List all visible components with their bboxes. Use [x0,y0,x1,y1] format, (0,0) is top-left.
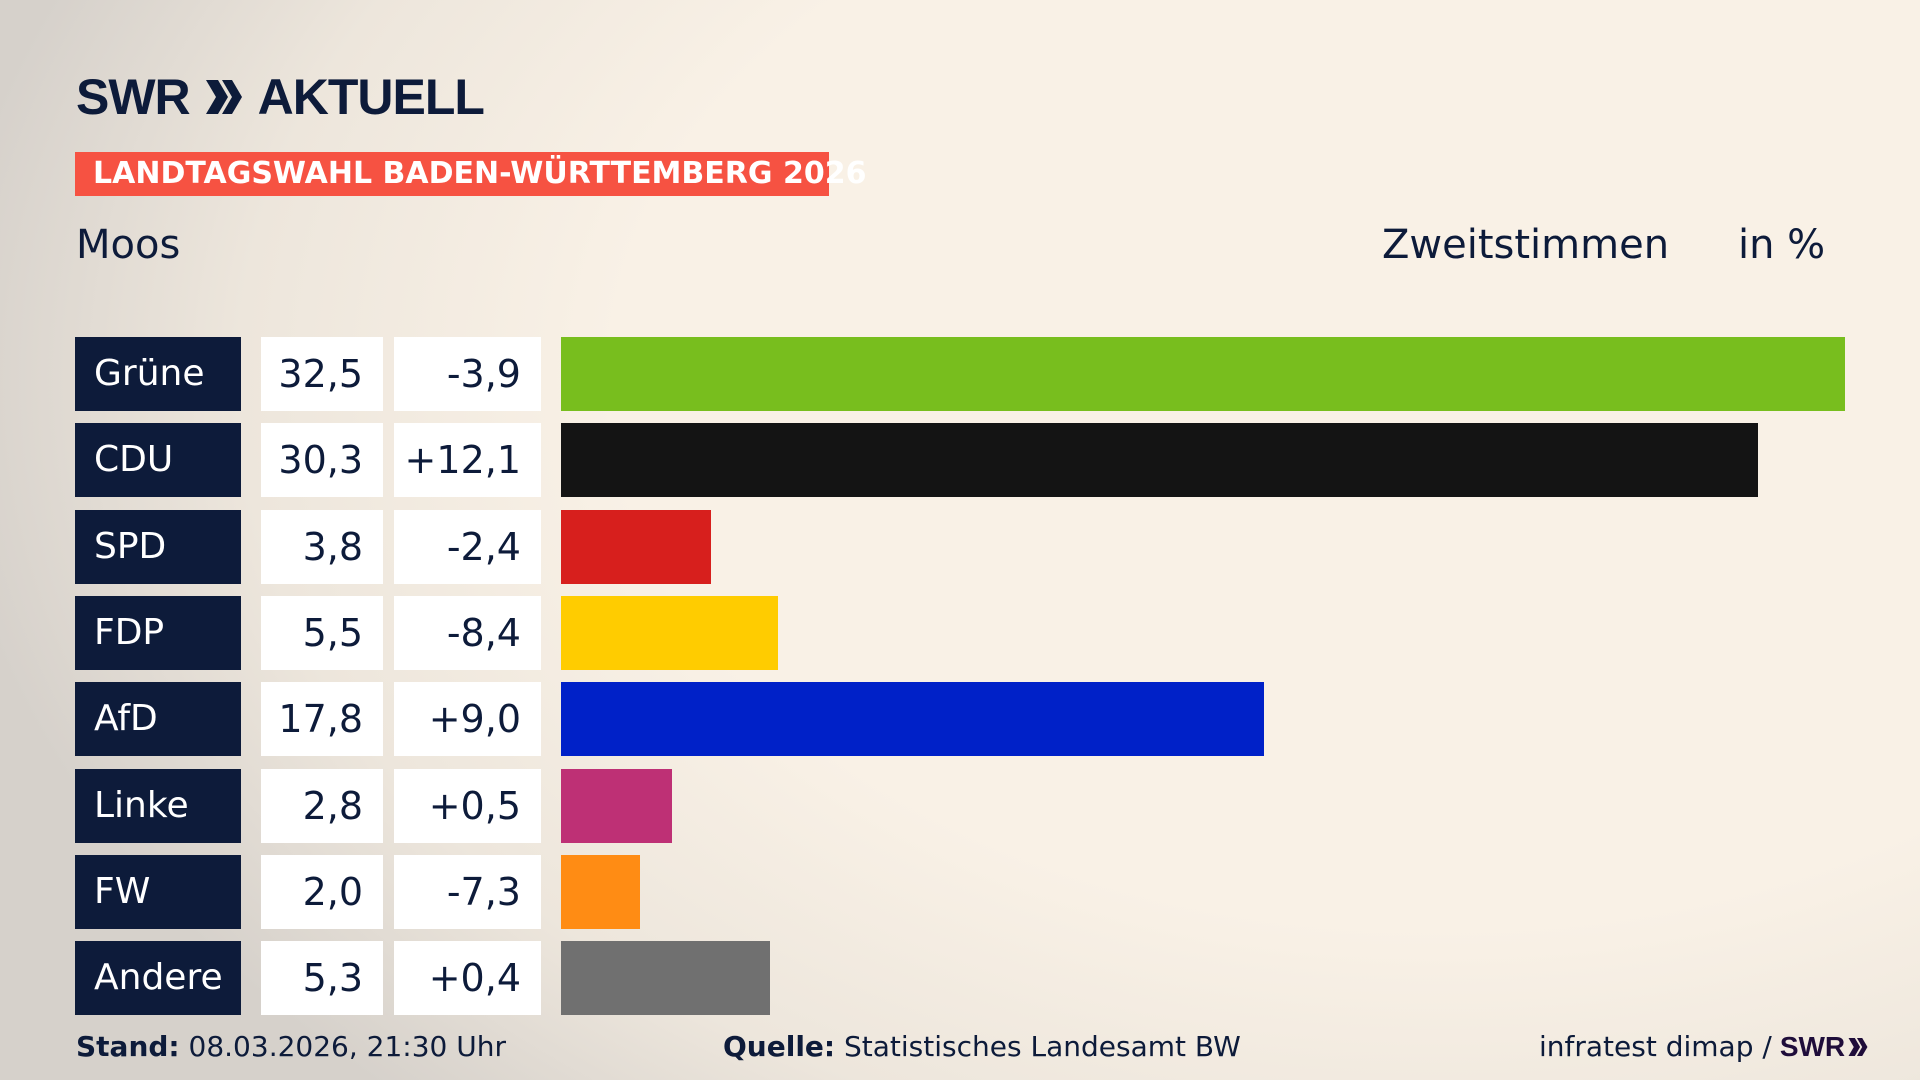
vote-share-label: 5,5 [261,595,383,670]
credit-text: infratest dimap / [1539,1030,1772,1063]
change-label: -8,4 [394,595,541,670]
change-label: +12,1 [394,423,541,498]
vote-share-label: 30,3 [261,423,383,498]
swr-aktuell-logo: SWR AKTUELL [76,68,485,126]
bar-grüne [561,337,1845,411]
region-title: Moos [76,222,181,268]
party-label: Grüne [75,337,241,411]
change-label: -7,3 [394,854,541,929]
vote-share-label: 32,5 [261,337,383,411]
change-label: -3,9 [394,337,541,411]
vote-share-label: 17,8 [261,682,383,757]
chevrons-icon [1848,1037,1868,1056]
logo-swr: SWR [76,69,191,125]
change-label: +9,0 [394,682,541,757]
bar-afd [561,682,1265,757]
result-row: AfD 17,8 +9,0 [75,682,1875,757]
party-label: AfD [75,682,241,757]
logo-aktuell: AKTUELL [257,69,485,125]
credit: infratest dimap / SWR [1539,1030,1869,1063]
bar-andere [561,941,771,1016]
result-row: FDP 5,5 -8,4 [75,595,1875,670]
source: Quelle: Statistisches Landesamt BW [723,1030,1241,1063]
bar-linke [561,768,672,843]
party-label: FW [75,854,241,929]
party-label: Andere [75,941,241,1016]
result-row: SPD 3,8 -2,4 [75,509,1875,584]
unit-label: in % [1738,222,1826,268]
credit-swr-logo: SWR [1779,1030,1846,1062]
party-label: Linke [75,768,241,843]
result-row: Andere 5,3 +0,4 [75,941,1875,1016]
timestamp: Stand: 08.03.2026, 21:30 Uhr [76,1030,506,1063]
bar-fw [561,854,640,929]
vote-share-label: 5,3 [261,941,383,1016]
bar-cdu [561,423,1759,498]
vote-share-label: 2,8 [261,768,383,843]
bar-fdp [561,595,779,670]
party-label: CDU [75,423,241,498]
result-row: FW 2,0 -7,3 [75,854,1875,929]
chevrons-icon [205,80,242,114]
change-label: +0,4 [394,941,541,1016]
result-row: CDU 30,3 +12,1 [75,423,1875,498]
result-row: Grüne 32,5 -3,9 [75,337,1875,411]
change-label: -2,4 [394,509,541,584]
vote-share-label: 2,0 [261,854,383,929]
party-label: FDP [75,595,241,670]
party-label: SPD [75,509,241,584]
source-value: Statistisches Landesamt BW [844,1030,1241,1063]
result-row: Linke 2,8 +0,5 [75,768,1875,843]
source-label: Quelle: [723,1030,836,1063]
vote-share-label: 3,8 [261,509,383,584]
stand-value: 08.03.2026, 21:30 Uhr [188,1030,506,1063]
bar-spd [561,509,712,584]
election-banner: LANDTAGSWAHL BADEN-WÜRTTEMBERG 2026 [75,152,866,196]
vote-type-label: Zweitstimmen [1382,222,1670,268]
change-label: +0,5 [394,768,541,843]
stand-label: Stand: [76,1030,180,1063]
